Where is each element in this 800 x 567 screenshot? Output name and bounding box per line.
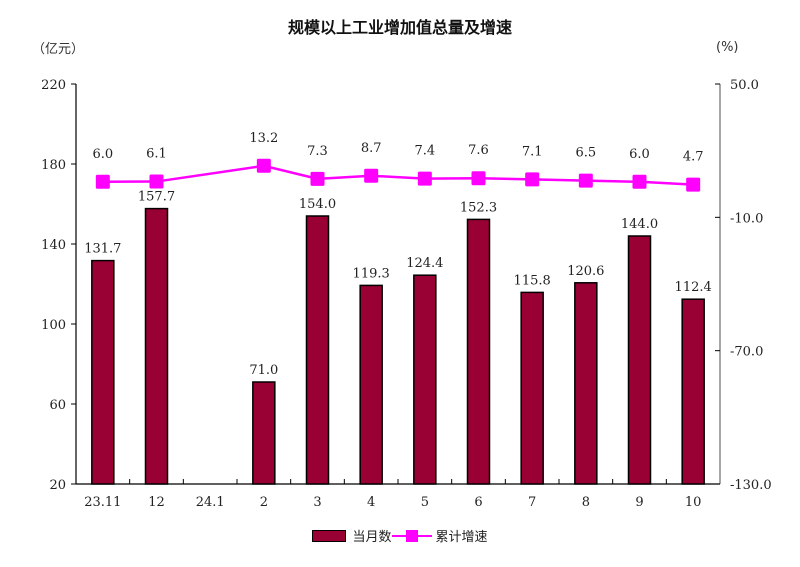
bar [627,235,652,485]
bar [359,284,383,485]
bar [252,381,276,485]
bar-value-label: 157.7 [138,190,175,205]
line-value-label: 4.7 [683,150,704,165]
line-marker [578,173,593,188]
bar-value-label: 71.0 [249,363,278,378]
left-tick-label: 20 [49,478,66,493]
legend: 当月数 累计增速 [0,526,800,545]
legend-line-label: 累计增速 [435,530,488,545]
bar [305,215,330,485]
bar-value-label: 120.6 [567,264,604,279]
bar [681,298,705,485]
bar-value-label: 144.0 [621,217,658,232]
line-marker [686,177,701,192]
right-tick-label: 50.0 [730,78,759,93]
line-marker [149,174,164,189]
x-tick-label: 10 [685,495,702,510]
bar-value-label: 152.3 [460,200,497,215]
line-marker [256,158,271,173]
left-tick-label: 60 [49,398,66,413]
x-tick-label: 7 [528,495,536,510]
left-tick-label: 220 [41,78,66,93]
line-marker [632,174,647,189]
line-value-label: 6.0 [629,147,650,162]
legend-bar-label: 当月数 [352,530,392,545]
x-tick-label: 8 [582,495,590,510]
bar-value-label: 115.8 [514,273,551,288]
chart-title: 规模以上工业增加值总量及增速 [287,18,512,37]
x-tick-label: 3 [313,495,321,510]
x-tick-label: 5 [421,495,429,510]
line-value-label: 7.1 [522,144,543,159]
x-tick-label: 4 [367,495,375,510]
line-marker [310,171,325,186]
bar-value-label: 124.4 [406,256,443,271]
bar [413,274,437,485]
bar [466,218,491,485]
bar [574,282,598,485]
line-value-label: 6.5 [575,146,596,161]
x-tick-label: 23.11 [84,495,121,510]
line-marker [364,168,379,183]
growth-line [102,164,694,186]
line-value-label: 6.1 [146,147,167,162]
bar [91,259,115,485]
x-tick-label: 2 [260,495,268,510]
combo-chart: 20 60 100 140 180 220 -130.0 -70.0 -10.0 50.0 23.1… [41,78,772,510]
line-marker [417,171,432,186]
legend-bar-swatch [312,529,347,542]
line-marker [525,172,540,187]
right-axis-unit: (%) [716,40,739,55]
x-tick-label: 9 [635,495,643,510]
line-marker [95,174,110,189]
left-tick-label: 180 [41,158,66,173]
bar-value-label: 112.4 [675,280,712,295]
x-tick-label: 6 [474,495,482,510]
bar [520,291,544,485]
line-value-label: 6.0 [92,147,113,162]
line-value-label: 13.2 [249,131,278,146]
right-tick-label: -70.0 [730,345,763,360]
bar-value-label: 131.7 [84,242,121,257]
legend-line-swatch [391,529,432,542]
bar-value-label: 119.3 [353,266,390,281]
line-value-label: 7.3 [307,144,328,159]
right-tick-label: -130.0 [730,478,772,493]
bar-value-label: 154.0 [299,197,336,212]
line-marker [471,171,486,186]
bar [144,207,169,485]
left-tick-label: 100 [41,318,66,333]
left-tick-label: 140 [41,238,66,253]
line-value-label: 8.7 [361,141,382,156]
line-value-label: 7.6 [468,143,489,158]
x-tick-label: 12 [148,495,165,510]
left-axis-unit: （亿元） [32,42,85,57]
right-tick-label: -10.0 [730,211,763,226]
x-tick-label: 24.1 [196,495,225,510]
line-value-label: 7.4 [414,144,435,159]
